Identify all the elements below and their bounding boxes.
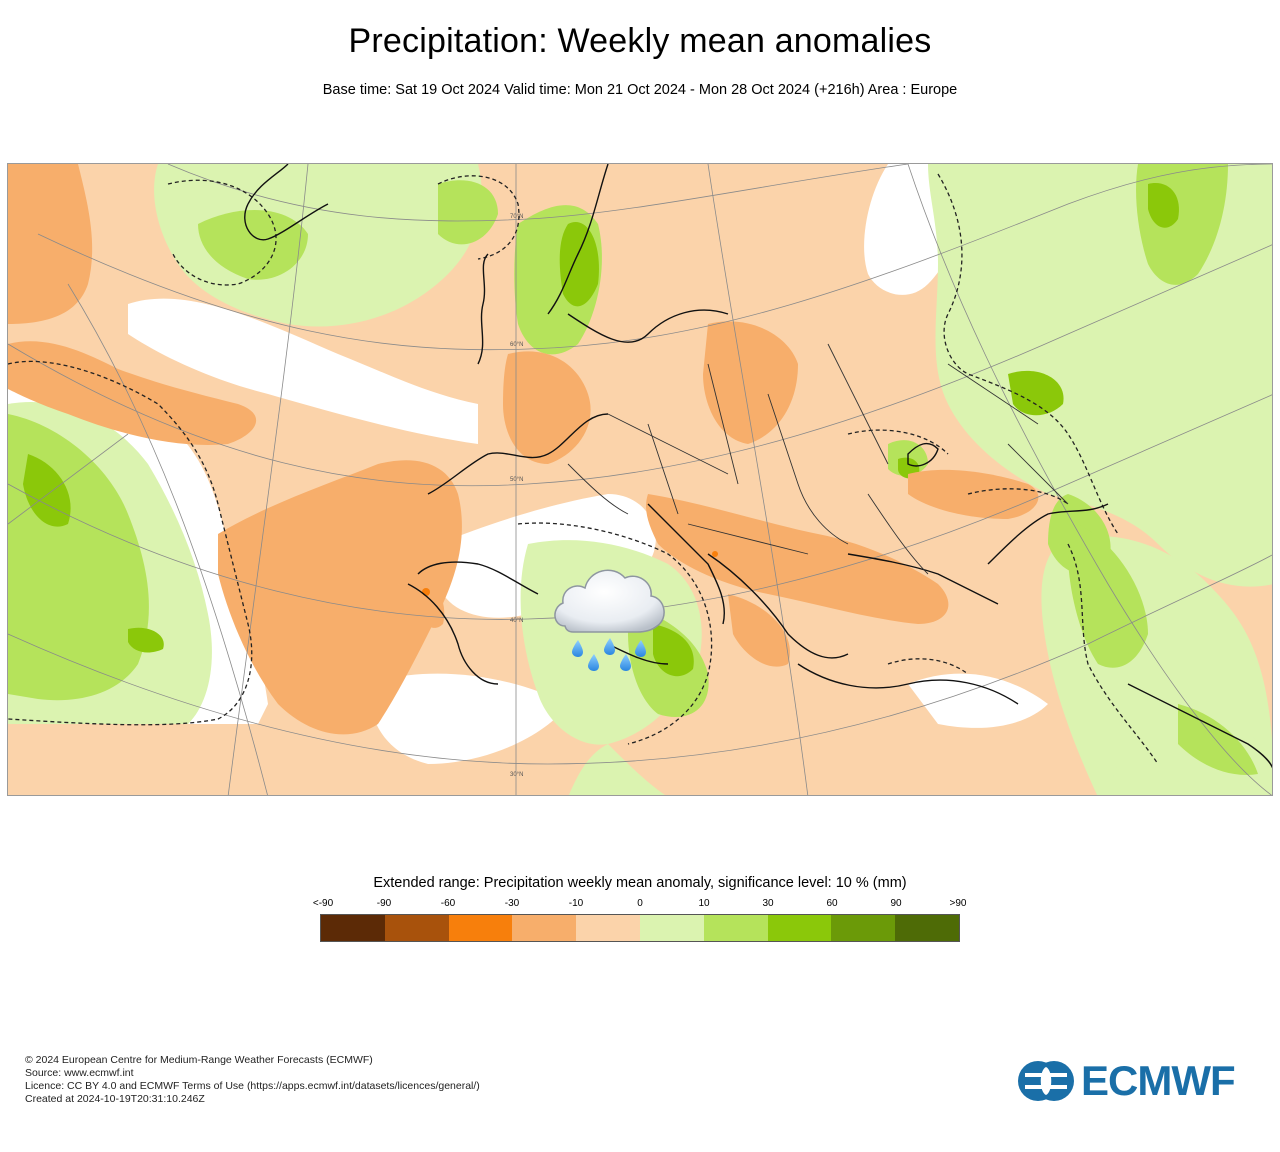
legend-swatch [895, 915, 959, 941]
anomaly-map: 70°N 60°N 50°N 40°N 30°N [7, 163, 1273, 796]
legend-ticks: <-90 -90 -60 -30 -10 0 10 30 60 90 >90 [313, 898, 967, 910]
ecmwf-logo-icon [1018, 1061, 1074, 1101]
legend-swatch [767, 915, 832, 941]
legend-tick: 0 [637, 898, 643, 909]
legend-tick: 60 [826, 898, 838, 909]
orange-areas [8, 164, 1039, 735]
graticule-labels: 70°N 60°N 50°N 40°N 30°N [510, 214, 523, 778]
legend-tick: 90 [890, 898, 902, 909]
licence-line: Licence: CC BY 4.0 and ECMWF Terms of Us… [25, 1080, 480, 1092]
legend-title: Extended range: Precipitation weekly mea… [373, 875, 907, 891]
legend-tick: -30 [504, 898, 520, 909]
graticule-label-70n: 70°N [510, 214, 523, 220]
legend-tick: <-90 [312, 898, 334, 909]
coastlines [244, 164, 1272, 769]
legend-swatch [384, 915, 449, 941]
footer: © 2024 European Centre for Medium-Range … [25, 1054, 480, 1106]
legend-swatch [512, 915, 577, 941]
page-subtitle: Base time: Sat 19 Oct 2024 Valid time: M… [322, 82, 958, 98]
graticule-label-40n: 40°N [510, 618, 523, 624]
ecmwf-logo-text: ECMWF [1081, 1057, 1236, 1104]
legend-tick: -10 [568, 898, 584, 909]
legend-tick: >90 [949, 898, 967, 909]
legend-swatch [831, 915, 896, 941]
legend-swatch [321, 915, 385, 941]
strong-green-areas [23, 183, 1179, 677]
legend-swatch [576, 915, 640, 941]
legend-tick: 10 [698, 898, 710, 909]
created-line: Created at 2024-10-19T20:31:10.246Z [25, 1093, 205, 1105]
ecmwf-logo: ECMWF [1017, 1058, 1257, 1104]
graticule-label-50n: 50°N [510, 477, 523, 483]
rain-cloud-icon [554, 569, 665, 671]
graticule-label-30n: 30°N [510, 772, 523, 778]
legend-swatch [639, 915, 704, 941]
legend-tick: -60 [440, 898, 456, 909]
source-line: Source: www.ecmwf.int [25, 1067, 134, 1079]
legend-colorbar [320, 914, 960, 942]
copyright-line: © 2024 European Centre for Medium-Range … [25, 1054, 373, 1066]
country-borders [567, 343, 1069, 575]
graticule [8, 164, 1272, 795]
anomaly-map-svg: 70°N 60°N 50°N 40°N 30°N [8, 164, 1272, 795]
medium-green-areas [8, 164, 1258, 775]
significance-contours [8, 173, 1159, 765]
legend-tick: -90 [376, 898, 392, 909]
legend-swatch [448, 915, 513, 941]
graticule-label-60n: 60°N [510, 342, 523, 348]
legend-swatch [703, 915, 768, 941]
legend-tick: 30 [762, 898, 774, 909]
page-title: Precipitation: Weekly mean anomalies [348, 22, 932, 60]
